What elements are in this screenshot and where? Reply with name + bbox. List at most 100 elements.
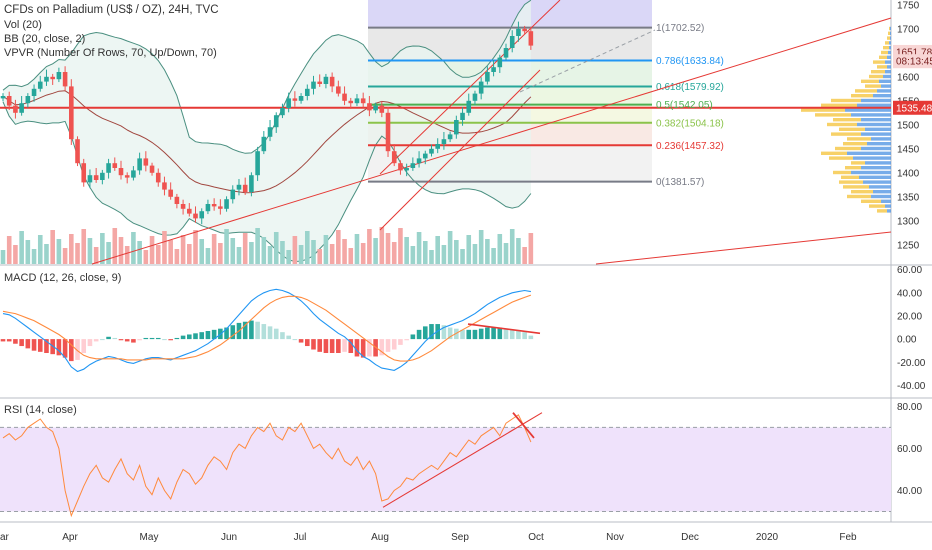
macd-histogram-bar [398,339,403,345]
vpvr-row-down [865,161,891,165]
volume-bar [509,229,515,264]
vpvr-row-up [839,127,865,131]
candle-body [329,76,335,87]
vpvr-row-up [843,142,867,146]
rsi-legend[interactable]: RSI (14, close) [4,404,77,416]
vpvr-row-up [845,166,861,170]
candle-body [391,151,397,164]
candle-body [81,163,87,183]
macd-histogram-bar [472,329,478,340]
volume-bar [522,247,527,264]
macd-histogram-bar [273,328,279,340]
vpvr-row-up [851,161,865,165]
vpvr-row-down [871,137,891,141]
candle-body [528,31,534,46]
macd-histogram-bar [329,339,335,353]
macd-tick: -20.00 [897,358,926,369]
vpvr-legend[interactable]: VPVR (Number Of Rows, 70, Up/Down, 70) [4,47,217,59]
vpvr-row-up [881,50,888,55]
volume-bar [410,246,416,264]
bollinger-fill [3,0,531,262]
volume-bar [100,233,105,264]
candle-body [304,88,310,96]
macd-histogram-bar [267,326,273,340]
vpvr-row-down [861,132,891,136]
bollinger-lower [2,101,532,263]
volume-bar [516,238,521,264]
candle-body [336,86,341,94]
volume-bar [385,233,391,264]
volume-bar [242,233,248,264]
volume-bar [379,227,385,264]
vpvr-row-up [873,60,885,64]
candle-body [199,211,205,219]
candle-body [298,96,304,101]
macd-histogram-bar [497,327,503,340]
candle-body [180,204,186,209]
bollinger-legend[interactable]: BB (20, close, 2) [4,33,86,45]
volume-bar [13,245,18,264]
volume-bar [491,248,496,264]
macd-histogram-bar [230,325,236,340]
macd-histogram-bar [87,339,93,347]
vpvr-row-down [859,175,891,179]
vpvr-row-up [815,113,851,117]
candle-body [435,144,440,149]
macd-legend[interactable]: MACD (12, 26, close, 9) [4,272,122,284]
macd-histogram-bar [429,324,434,340]
macd-histogram-bar [44,339,49,353]
macd-histogram-bar [342,339,347,352]
fib-label-0.5: 0.5(1542.05) [656,100,713,111]
volume-bar [87,238,93,264]
candle-body [367,103,372,111]
volume-bar [218,243,223,264]
time-tick-dec: Dec [681,532,699,543]
candle-body [422,153,428,159]
vpvr-row-down [890,36,891,40]
candle-body [31,88,37,96]
vpvr-row-down [871,194,891,199]
macd-histogram-bar [174,337,180,340]
poc-price-tag-bg [893,100,932,115]
vpvr-row-up [851,190,873,194]
macd-tick: 60.00 [897,265,922,276]
volume-bar [367,229,372,264]
vpvr-row-down [847,151,891,155]
macd-histogram-bar [100,339,105,341]
candle-body [174,196,180,204]
chart-title: CFDs on Palladium (US$ / OZ), 24H, TVC [4,4,219,16]
candle-body [37,81,43,89]
volume-bar [255,228,260,264]
volume-legend[interactable]: Vol (20) [4,19,42,31]
channel-lower [379,69,541,231]
candle-body [317,81,323,84]
macd-histogram-bar [37,339,43,352]
volume-bar [323,235,329,264]
candle-body [162,182,167,190]
macd-histogram-bar [31,339,37,351]
vpvr-row-up [879,55,887,59]
candle-body [516,28,521,36]
rsi-line [2,414,532,518]
volume-bar [348,248,354,264]
volume-bar [360,243,366,264]
volume-bar [478,230,484,264]
time-tick-jul: Jul [294,532,307,543]
volume-bar [62,248,68,264]
time-tick-may: May [140,532,159,543]
macd-histogram-bar [106,336,111,340]
macd-histogram-bar [224,327,229,340]
vpvr-row-down [877,89,891,93]
candle-body [429,148,434,154]
volume-bar [143,250,149,264]
macd-histogram-bar [509,329,515,340]
fib-label-0.618: 0.618(1579.92) [656,82,724,93]
macd-histogram-bar [298,339,304,343]
candle-body [205,204,211,212]
vpvr-row-down [861,118,891,122]
candle-body [379,105,385,113]
fib-label-0.236: 0.236(1457.32) [656,141,724,152]
vpvr-row-up [871,70,885,74]
volume-bar [124,246,130,264]
